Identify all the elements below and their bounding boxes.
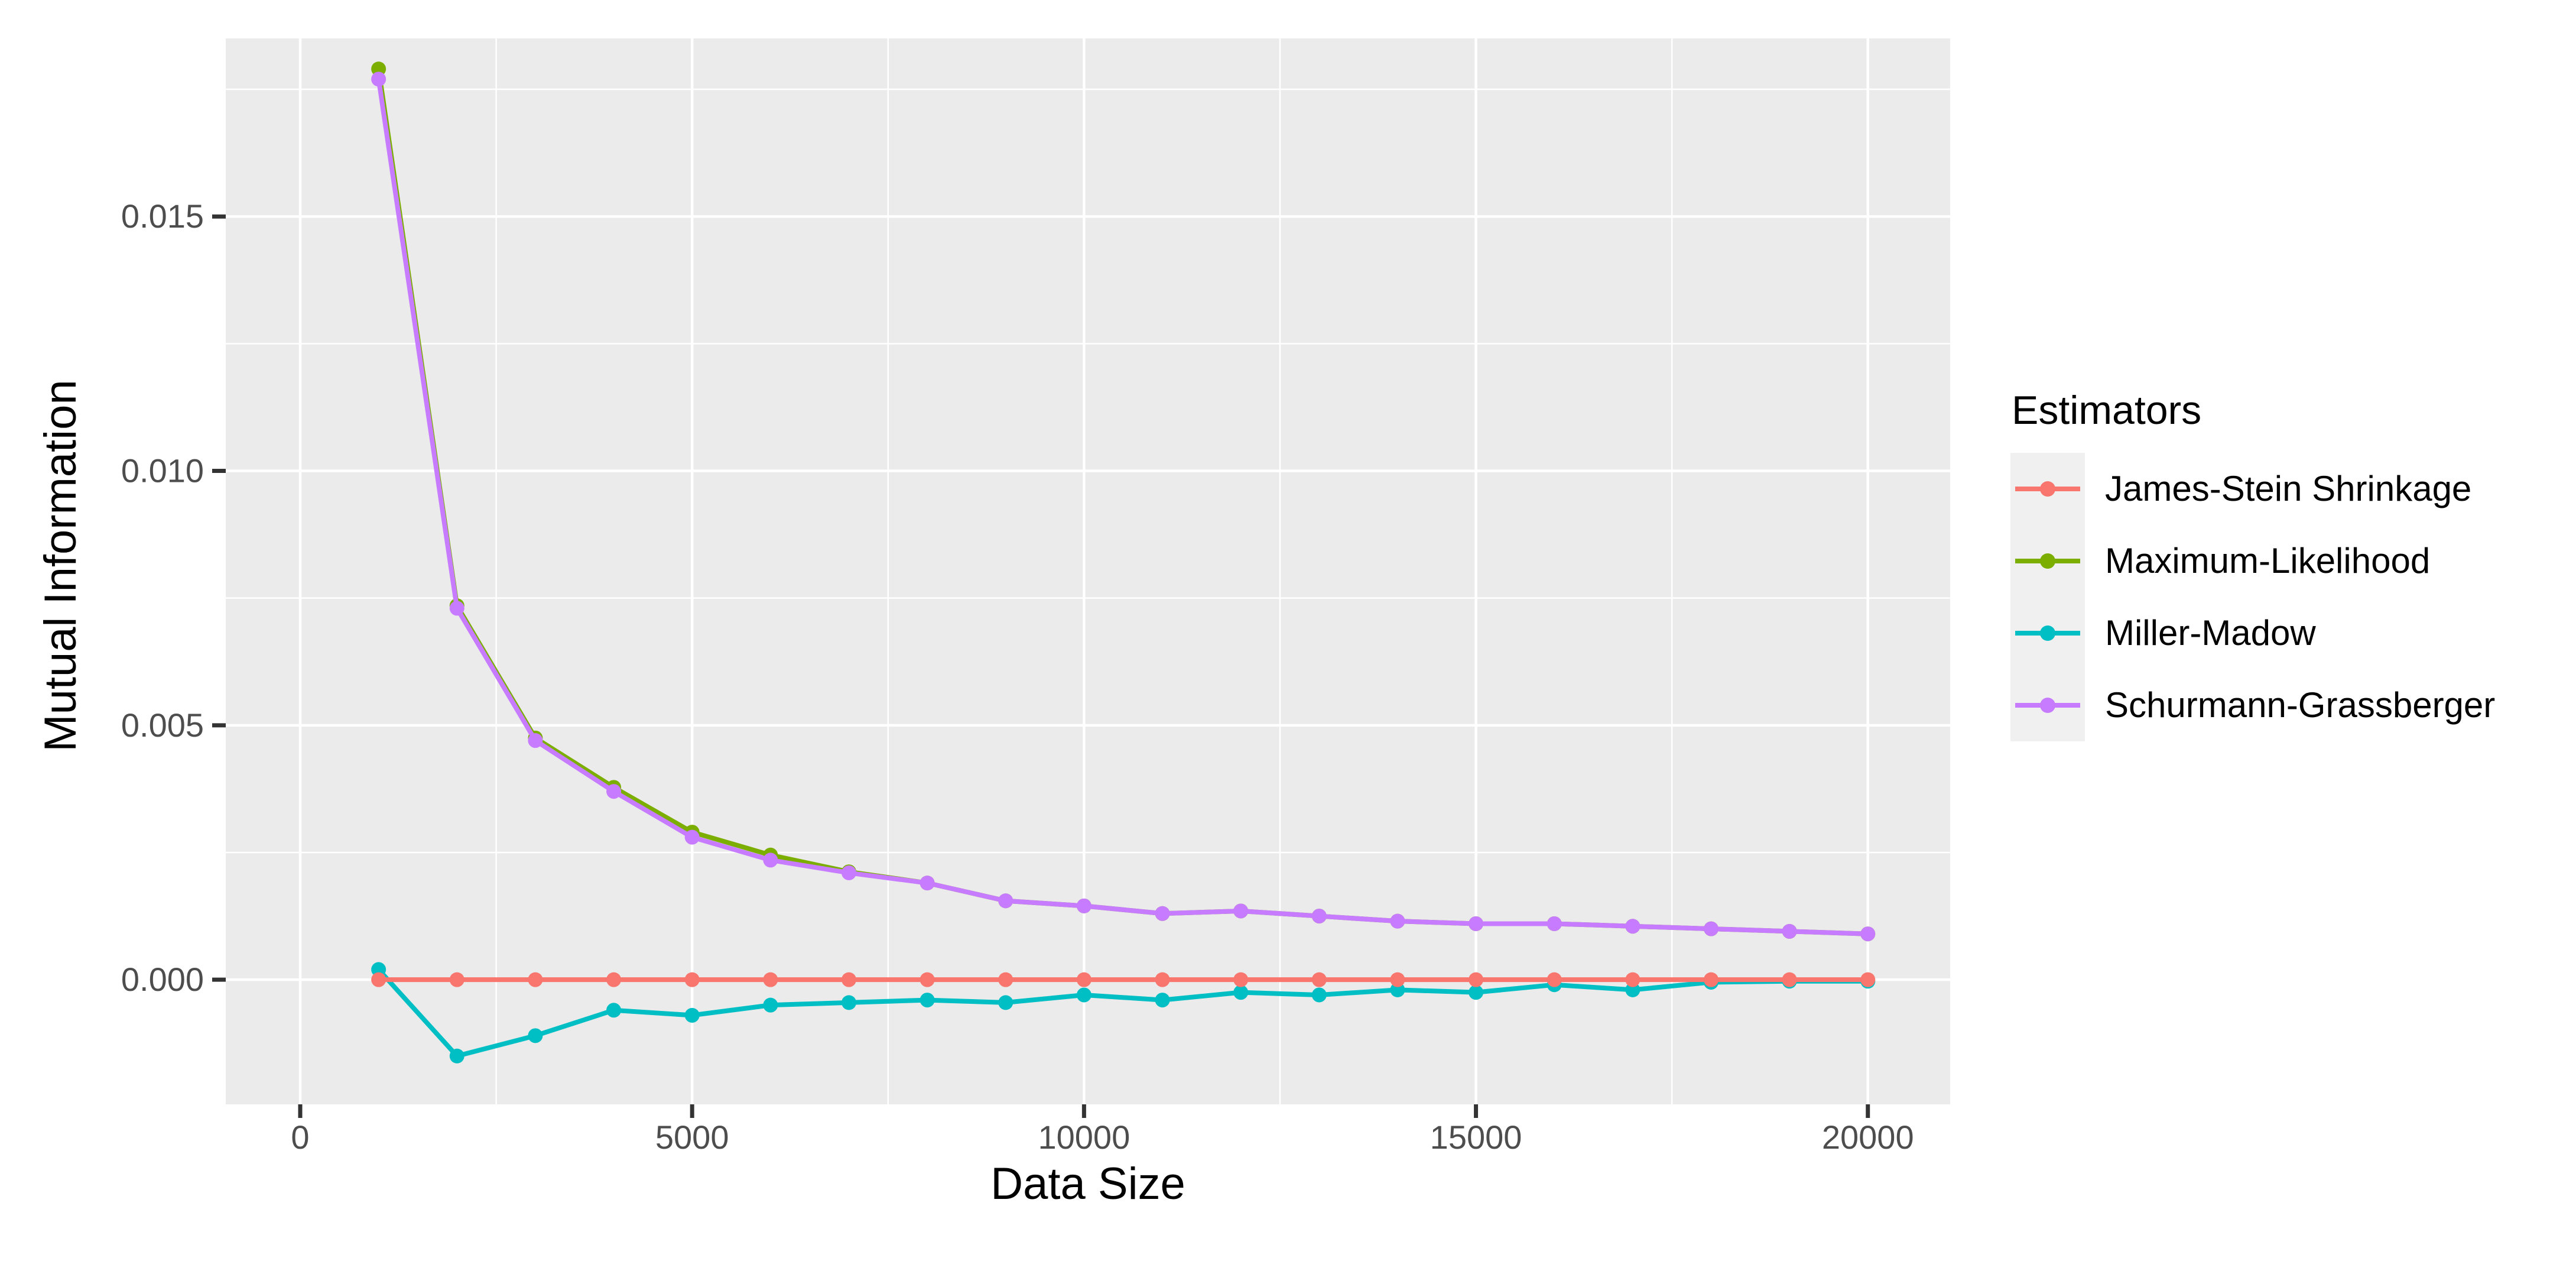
data-point: [1782, 972, 1797, 987]
legend-title: Estimators: [2012, 388, 2202, 433]
y-tick-label: 0.000: [121, 961, 204, 998]
data-point: [1390, 982, 1405, 997]
legend-item-label: James-Stein Shrinkage: [2105, 469, 2472, 508]
data-point: [1311, 987, 1327, 1003]
data-point: [1155, 972, 1170, 987]
data-point: [1703, 972, 1719, 987]
data-point: [1469, 916, 1484, 931]
series-line-miller-madow: [376, 968, 1868, 1059]
legend-key-glyph: [2015, 553, 2080, 569]
data-point: [998, 972, 1013, 987]
legend-key-glyph: [2015, 698, 2080, 713]
x-tick-label: 10000: [1038, 1119, 1131, 1156]
data-point: [1076, 987, 1092, 1003]
data-point: [1233, 903, 1249, 919]
data-point: [684, 829, 700, 845]
data-point: [1469, 972, 1484, 987]
data-point: [1782, 923, 1797, 939]
series-line-schurmann-grassberger: [376, 79, 1868, 936]
data-point: [1860, 972, 1876, 987]
legend-key-point: [2040, 481, 2055, 497]
data-point: [998, 995, 1013, 1010]
data-point: [1076, 898, 1092, 913]
data-point: [763, 852, 778, 868]
data-point: [841, 972, 856, 987]
x-tick-labels: 0 5000 10000 15000 20000: [291, 1119, 1914, 1156]
legend-key-point: [2040, 625, 2055, 641]
series-lines: [371, 61, 1876, 1064]
data-point: [1390, 972, 1405, 987]
data-point: [371, 962, 386, 977]
data-point: [1860, 926, 1876, 942]
data-point: [528, 1028, 543, 1043]
data-point: [1625, 919, 1641, 934]
legend-key-glyph: [2015, 625, 2080, 641]
data-point: [1625, 972, 1641, 987]
y-axis-title: Mutual Information: [35, 380, 86, 751]
data-point: [841, 865, 856, 880]
legend-key-miller-madow: [2010, 597, 2085, 669]
data-point: [1703, 921, 1719, 936]
legend-key-schurmann-grassberger: [2010, 669, 2085, 741]
plot-panel: [226, 38, 1950, 1104]
axis-ticks: [212, 214, 1870, 1118]
legend-key-point: [2040, 553, 2055, 569]
data-point: [1233, 985, 1249, 1000]
data-point: [1547, 972, 1562, 987]
data-point: [371, 972, 386, 987]
legend-key-point: [2040, 698, 2055, 713]
data-point: [1547, 916, 1562, 931]
data-point: [606, 1003, 622, 1018]
data-point: [763, 997, 778, 1013]
data-point: [371, 61, 386, 77]
x-tick-label: 20000: [1822, 1119, 1914, 1156]
data-point: [528, 972, 543, 987]
data-point: [449, 1048, 464, 1064]
y-tick-label: 0.005: [121, 706, 204, 744]
data-point: [1625, 982, 1641, 997]
legend-item-label: Miller-Madow: [2105, 613, 2316, 653]
data-point: [1311, 972, 1327, 987]
x-axis-title: Data Size: [990, 1159, 1185, 1209]
data-point: [841, 995, 856, 1010]
data-point: [1076, 972, 1092, 987]
data-point: [606, 784, 622, 799]
data-point: [1390, 913, 1405, 929]
data-point: [449, 972, 464, 987]
data-point: [920, 876, 935, 891]
legend-key-glyph: [2015, 481, 2080, 497]
x-tick-label: 15000: [1430, 1119, 1522, 1156]
y-tick-label: 0.015: [121, 197, 204, 235]
legend-item-label: Schurmann-Grassberger: [2105, 685, 2496, 725]
legend-item-label: Maximum-Likelihood: [2105, 541, 2431, 581]
data-point: [1155, 906, 1170, 921]
data-point: [1155, 993, 1170, 1008]
data-point: [998, 893, 1013, 909]
data-point: [528, 733, 543, 748]
legend-key-james-stein-shrinkage: [2010, 453, 2085, 525]
data-point: [920, 972, 935, 987]
data-point: [684, 1007, 700, 1023]
data-point: [763, 972, 778, 987]
x-tick-label: 0: [291, 1119, 309, 1156]
data-point: [920, 993, 935, 1008]
data-point: [1311, 909, 1327, 924]
data-point: [684, 972, 700, 987]
data-point: [449, 601, 464, 616]
data-point: [606, 972, 622, 987]
x-tick-label: 5000: [655, 1119, 729, 1156]
data-point: [371, 72, 386, 87]
data-point: [1233, 972, 1249, 987]
y-tick-label: 0.010: [121, 452, 204, 490]
data-point: [1469, 985, 1484, 1000]
y-tick-labels: 0.000 0.005 0.010 0.015: [121, 197, 204, 998]
legend-key-maximum-likelihood: [2010, 525, 2085, 597]
